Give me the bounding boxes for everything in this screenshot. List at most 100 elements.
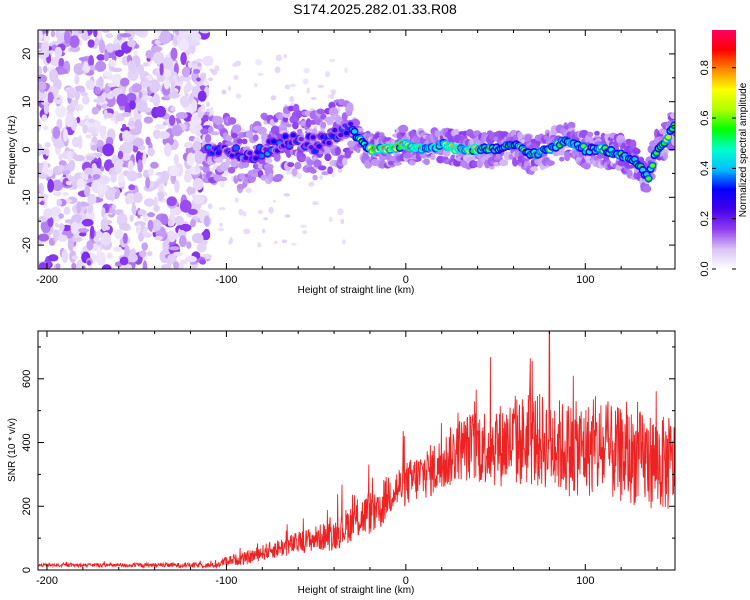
spectrogram-cell bbox=[38, 182, 44, 194]
spectrogram-cell bbox=[57, 164, 65, 172]
spectrogram-cell bbox=[107, 82, 117, 88]
spectrogram-cell bbox=[235, 93, 242, 99]
spectrogram-cell bbox=[70, 99, 79, 107]
spectrogram-cell bbox=[327, 166, 333, 175]
spectrogram-cell bbox=[312, 148, 318, 154]
spectrogram-cell bbox=[132, 137, 144, 147]
spectrogram-cell bbox=[129, 214, 134, 222]
spectrogram-cell bbox=[348, 121, 354, 127]
spectrogram-cell bbox=[303, 67, 310, 74]
spectrogram-cell bbox=[101, 92, 107, 99]
spectrogram-cell bbox=[289, 96, 295, 103]
spectrogram-cell bbox=[342, 157, 348, 166]
spectrogram-cell bbox=[319, 174, 324, 180]
spectrogram-cell bbox=[158, 131, 170, 140]
spectrogram-cell bbox=[632, 148, 641, 155]
spectrogram-cell bbox=[175, 112, 188, 119]
spectrogram-cell bbox=[104, 234, 111, 243]
spectrogram-cell bbox=[145, 49, 155, 59]
spectrogram-cell bbox=[285, 148, 292, 158]
spectrogram-cell bbox=[133, 50, 139, 56]
spectrogram-cell bbox=[58, 68, 68, 75]
spectrogram-cell bbox=[273, 240, 278, 244]
spectrogram-cell bbox=[214, 116, 224, 126]
spectrogram-cell bbox=[202, 165, 210, 174]
spectrogram-cell bbox=[138, 91, 143, 99]
spectrogram-cell bbox=[191, 233, 204, 244]
spectrogram-cell bbox=[545, 160, 555, 166]
spectrogram-cell bbox=[224, 135, 233, 142]
spectrogram-cell bbox=[184, 92, 189, 98]
spectrogram-cell bbox=[284, 84, 291, 90]
spectrogram-cell bbox=[296, 172, 302, 180]
spectrogram-cell bbox=[185, 80, 192, 93]
spectrogram-cell bbox=[75, 104, 81, 112]
spectrogram-cell bbox=[586, 131, 594, 137]
spectrogram-cell bbox=[197, 62, 202, 67]
spectrogram-cell bbox=[95, 231, 103, 239]
spectrogram-cell bbox=[41, 114, 48, 122]
spectrogram-cell bbox=[328, 216, 333, 223]
spectrogram-cell bbox=[38, 233, 50, 242]
spectrogram-cell bbox=[71, 255, 79, 260]
spectrogram-cell bbox=[71, 214, 82, 224]
spectrogram-cell bbox=[145, 136, 151, 146]
spectrogram-cell bbox=[90, 144, 98, 151]
spectrogram-cell bbox=[168, 114, 176, 127]
spectrogram-cell bbox=[302, 230, 308, 235]
spectrogram-cell bbox=[38, 74, 48, 84]
spectrogram-cell bbox=[137, 209, 146, 216]
spectrogram-cell bbox=[269, 119, 275, 127]
spectrogram-cell bbox=[221, 89, 227, 95]
spectrogram-cell bbox=[106, 252, 113, 259]
spectrogram-cell bbox=[111, 67, 123, 73]
spectrogram-cell bbox=[273, 152, 281, 162]
spectrogram-cell bbox=[347, 140, 355, 148]
spectrogram-cell bbox=[121, 152, 131, 161]
spectrogram-cell bbox=[166, 196, 177, 207]
spectrogram-cell bbox=[50, 206, 61, 217]
spectrogram-cell bbox=[38, 262, 48, 269]
spectrogram-cell bbox=[180, 98, 190, 108]
spectrogram-cell bbox=[200, 128, 209, 135]
spectrogram-cell bbox=[270, 95, 277, 101]
spectrogram-cell bbox=[161, 264, 167, 269]
spectrogram-cell bbox=[71, 262, 77, 269]
spectrogram-cell bbox=[179, 199, 192, 213]
spectrogram-cell bbox=[290, 83, 296, 88]
spectrogram-cell bbox=[167, 254, 177, 265]
spectrogram-cell bbox=[44, 141, 51, 148]
spectrogram-cell bbox=[630, 139, 637, 149]
spectrogram-cell bbox=[53, 191, 62, 197]
spectrogram-cell bbox=[192, 177, 204, 191]
spectrogram-cell bbox=[253, 156, 259, 161]
spectrogram-cell bbox=[640, 167, 646, 173]
spectrogram-cell bbox=[38, 30, 44, 42]
spectrogram-cell bbox=[233, 145, 239, 151]
spectrogram-cell bbox=[137, 159, 143, 173]
spectrogram-cell bbox=[87, 126, 98, 134]
spectrogram-cell bbox=[84, 185, 91, 197]
spectrogram-cell bbox=[423, 158, 430, 166]
spectrogram-cell bbox=[298, 156, 308, 162]
spectrogram-cell bbox=[65, 180, 73, 186]
spectrogram-cell bbox=[255, 59, 262, 66]
spectrogram-cell bbox=[122, 232, 128, 244]
spectrogram-cell bbox=[170, 47, 178, 61]
spectrogram-cell bbox=[38, 93, 47, 99]
spectrogram-cell bbox=[671, 136, 675, 146]
spectrogram-cell bbox=[267, 173, 274, 182]
spectrogram-cell bbox=[129, 100, 136, 110]
spectrogram-cell bbox=[100, 165, 105, 172]
colorbar-scale bbox=[712, 30, 736, 269]
spectrogram-cell bbox=[292, 121, 299, 130]
snr-x-tick-label: -100 bbox=[215, 575, 237, 587]
spectrogram-cell bbox=[204, 133, 212, 143]
spectrogram-cell bbox=[283, 193, 291, 197]
spectrogram-cell bbox=[114, 229, 124, 240]
spectrogram-cell bbox=[325, 71, 331, 78]
spectrogram-cell bbox=[210, 131, 220, 136]
spectrogram-cell bbox=[355, 146, 361, 153]
